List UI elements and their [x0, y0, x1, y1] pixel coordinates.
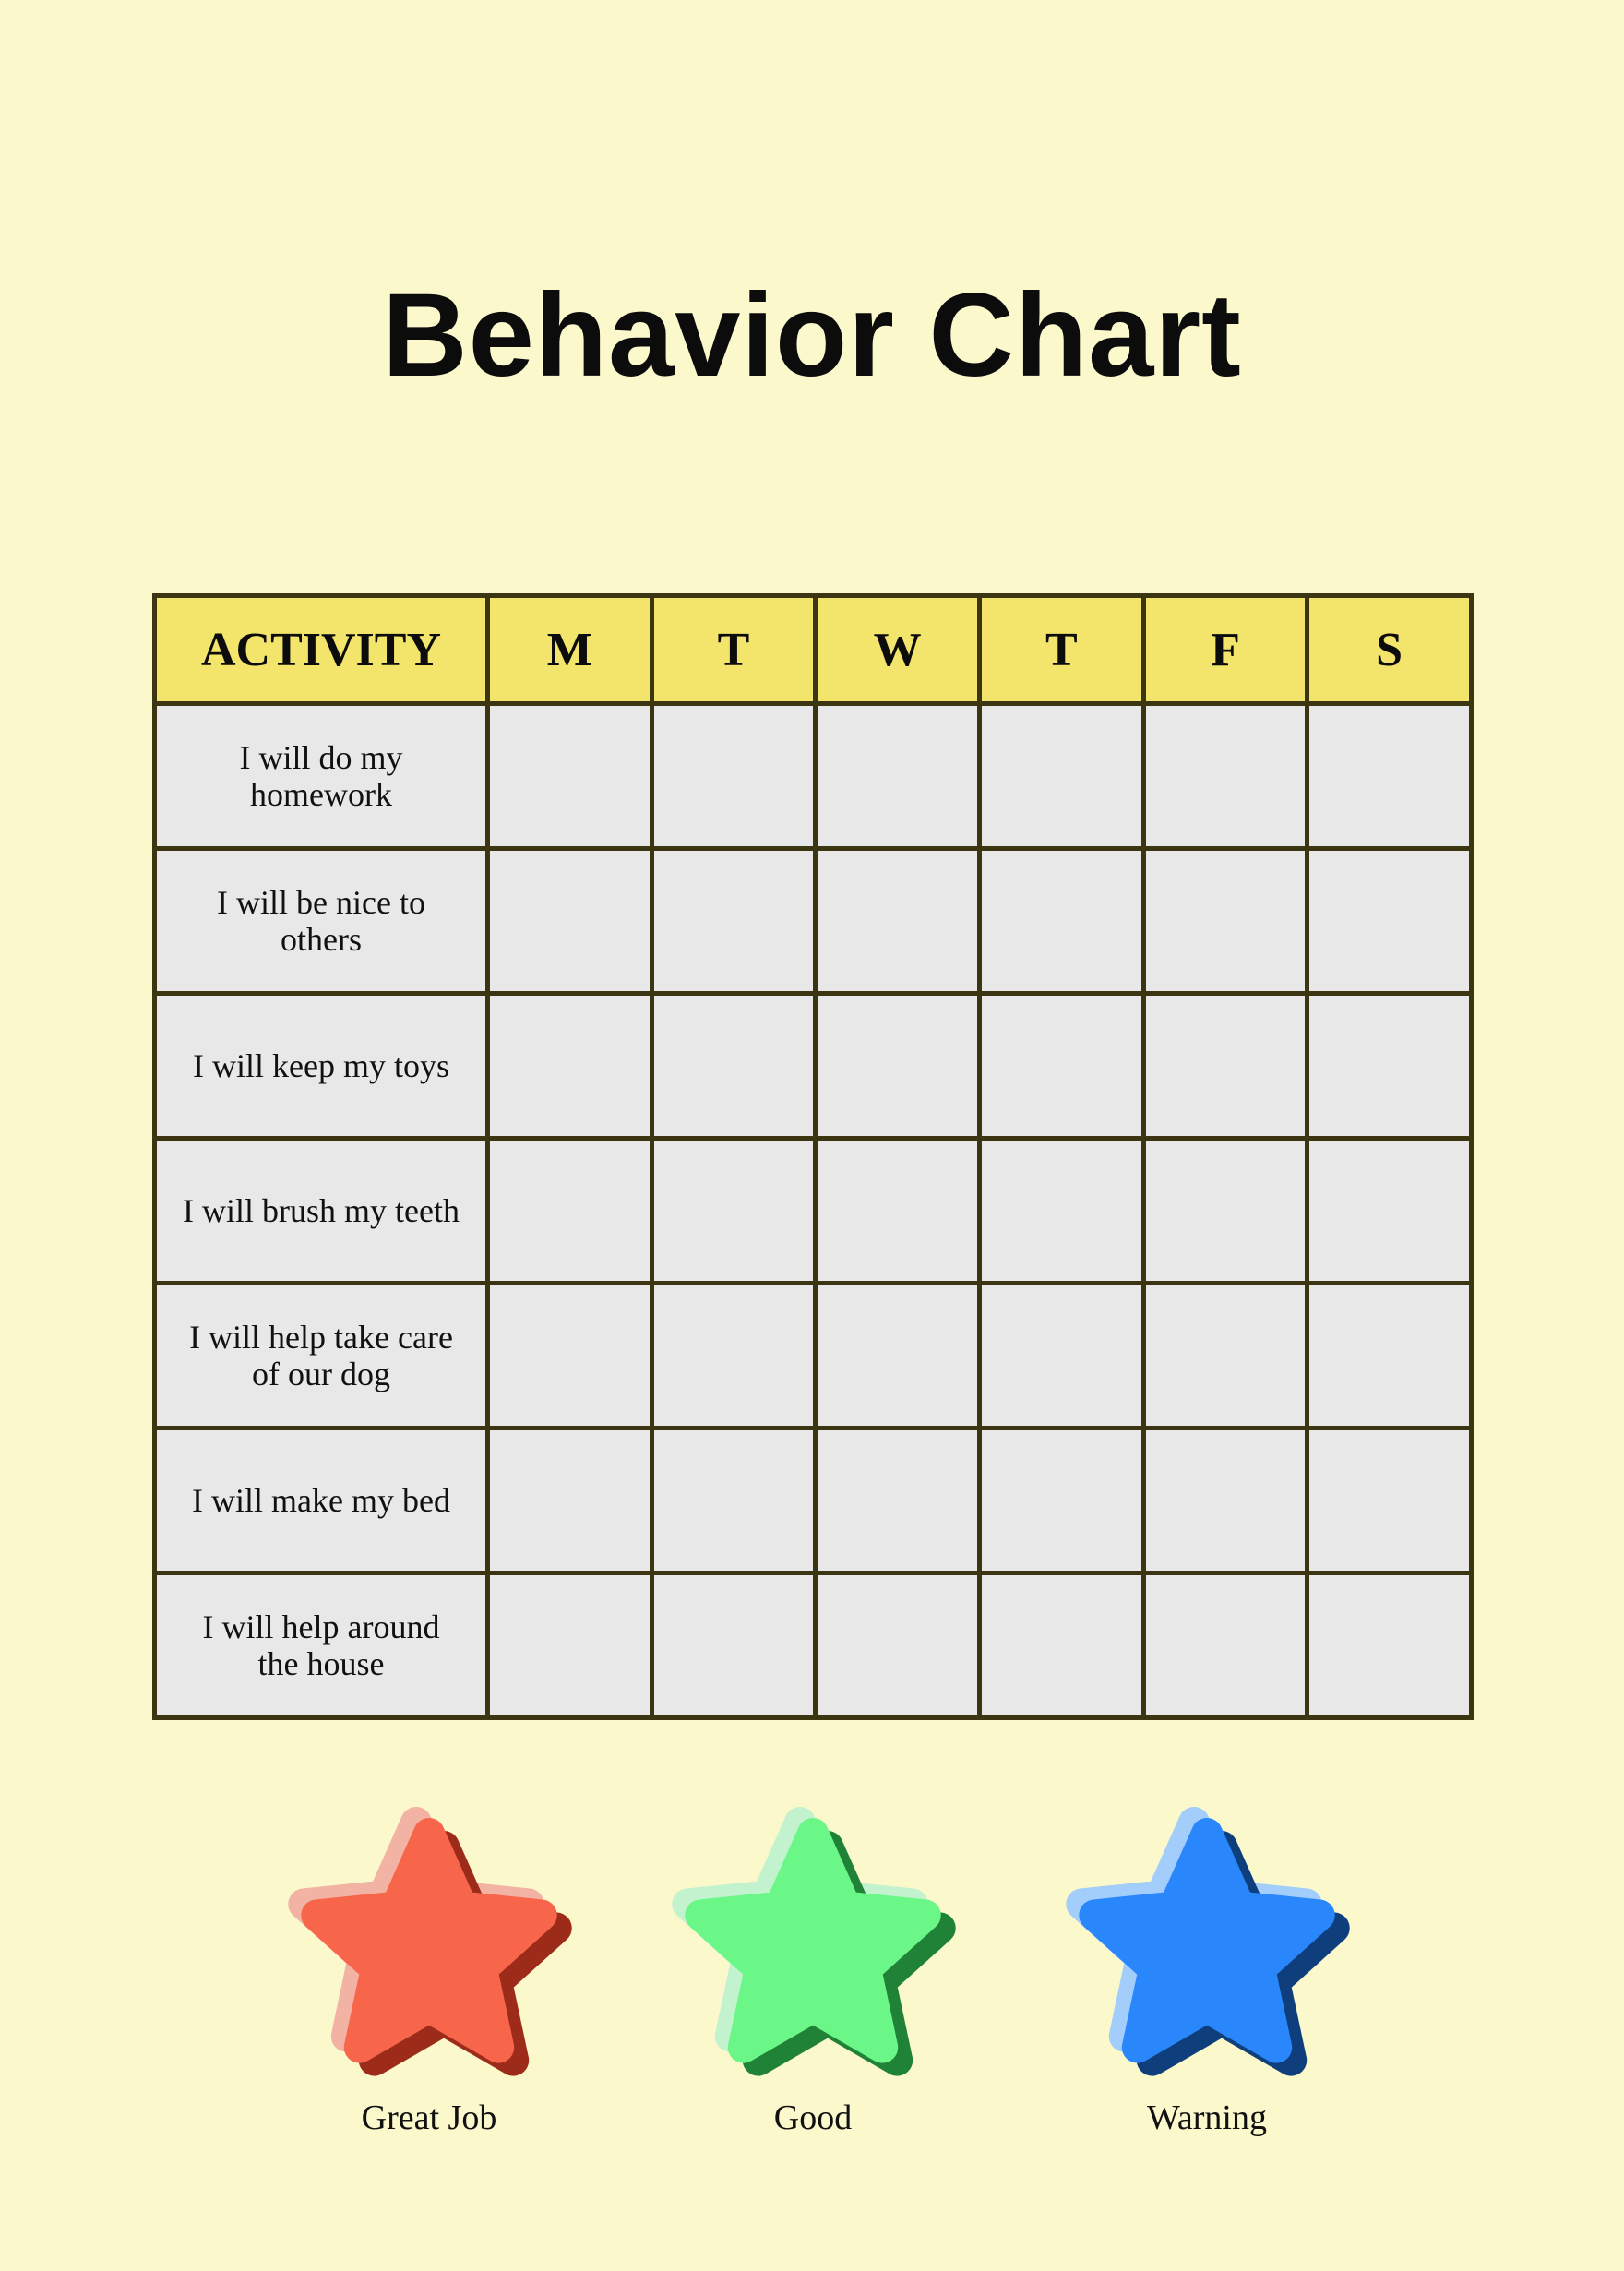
- day-cell[interactable]: [649, 701, 818, 851]
- day-cell[interactable]: [1305, 1571, 1474, 1720]
- day-cell[interactable]: [1305, 1281, 1474, 1430]
- header-saturday: S: [1305, 593, 1474, 706]
- day-cell[interactable]: [813, 991, 982, 1141]
- blue-star-icon: [1066, 1807, 1350, 2076]
- day-cell[interactable]: [649, 1281, 818, 1430]
- table-row: I will help around the house: [152, 1571, 1474, 1720]
- activity-cell: I will brush my teeth: [152, 1136, 490, 1285]
- header-tuesday: T: [649, 593, 818, 706]
- activity-label: I will help take care of our dog: [189, 1319, 453, 1392]
- day-cell[interactable]: [1140, 1426, 1310, 1575]
- table-row: I will do my homework: [152, 701, 1474, 851]
- day-cell[interactable]: [976, 1571, 1146, 1720]
- legend-item: Good: [665, 1804, 961, 2138]
- header-friday: F: [1140, 593, 1310, 706]
- day-cell[interactable]: [649, 846, 818, 996]
- day-cell[interactable]: [813, 1136, 982, 1285]
- activity-label: I will brush my teeth: [183, 1192, 460, 1229]
- header-row: ACTIVITY M T W T F S: [152, 593, 1474, 706]
- header-activity: ACTIVITY: [152, 593, 490, 706]
- behavior-table: ACTIVITY M T W T F S I will do my homewo…: [152, 593, 1474, 1720]
- day-cell[interactable]: [813, 1426, 982, 1575]
- day-cell[interactable]: [976, 1136, 1146, 1285]
- day-cell[interactable]: [1305, 846, 1474, 996]
- day-cell[interactable]: [649, 1426, 818, 1575]
- activity-label: I will make my bed: [192, 1482, 450, 1519]
- activity-label: I will do my homework: [239, 739, 403, 813]
- day-cell[interactable]: [976, 701, 1146, 851]
- table-row: I will keep my toys: [152, 991, 1474, 1141]
- header-thursday: T: [976, 593, 1146, 706]
- day-cell[interactable]: [813, 1281, 982, 1430]
- day-cell[interactable]: [1305, 1426, 1474, 1575]
- activity-cell: I will keep my toys: [152, 991, 490, 1141]
- legend-label: Good: [773, 2098, 853, 2137]
- day-cell[interactable]: [485, 1281, 654, 1430]
- table-row: I will brush my teeth: [152, 1136, 1474, 1285]
- day-cell[interactable]: [485, 846, 654, 996]
- header-monday: M: [485, 593, 654, 706]
- day-cell[interactable]: [976, 991, 1146, 1141]
- header-wednesday: W: [813, 593, 982, 706]
- day-cell[interactable]: [649, 1136, 818, 1285]
- activity-cell: I will help around the house: [152, 1571, 490, 1720]
- activity-cell: I will make my bed: [152, 1426, 490, 1575]
- table-row: I will be nice to others: [152, 846, 1474, 996]
- legend-label: Great Job: [361, 2098, 497, 2137]
- day-cell[interactable]: [1140, 846, 1310, 996]
- day-cell[interactable]: [813, 846, 982, 996]
- day-cell[interactable]: [1140, 1571, 1310, 1720]
- activity-cell: I will be nice to others: [152, 846, 490, 996]
- day-cell[interactable]: [1140, 701, 1310, 851]
- day-cell[interactable]: [649, 991, 818, 1141]
- activity-label: I will keep my toys: [193, 1047, 449, 1084]
- day-cell[interactable]: [1305, 701, 1474, 851]
- table-row: I will make my bed: [152, 1426, 1474, 1575]
- day-cell[interactable]: [485, 1571, 654, 1720]
- day-cell[interactable]: [813, 701, 982, 851]
- legend-item: Warning: [1059, 1804, 1355, 2138]
- activity-cell: I will help take care of our dog: [152, 1281, 490, 1430]
- green-star-icon: [672, 1807, 956, 2076]
- day-cell[interactable]: [1140, 1136, 1310, 1285]
- day-cell[interactable]: [1305, 1136, 1474, 1285]
- red-star-icon: [288, 1807, 572, 2076]
- day-cell[interactable]: [976, 1426, 1146, 1575]
- day-cell[interactable]: [1140, 1281, 1310, 1430]
- legend-label: Warning: [1147, 2098, 1267, 2137]
- day-cell[interactable]: [813, 1571, 982, 1720]
- day-cell[interactable]: [649, 1571, 818, 1720]
- activity-label: I will help around the house: [202, 1608, 440, 1682]
- day-cell[interactable]: [1140, 991, 1310, 1141]
- activity-cell: I will do my homework: [152, 701, 490, 851]
- activity-label: I will be nice to others: [217, 884, 425, 958]
- day-cell[interactable]: [1305, 991, 1474, 1141]
- day-cell[interactable]: [976, 846, 1146, 996]
- day-cell[interactable]: [485, 701, 654, 851]
- page-title: Behavior Chart: [382, 269, 1242, 401]
- table-row: I will help take care of our dog: [152, 1281, 1474, 1430]
- day-cell[interactable]: [485, 1426, 654, 1575]
- legend-item: Great Job: [281, 1804, 577, 2138]
- day-cell[interactable]: [976, 1281, 1146, 1430]
- day-cell[interactable]: [485, 1136, 654, 1285]
- day-cell[interactable]: [485, 991, 654, 1141]
